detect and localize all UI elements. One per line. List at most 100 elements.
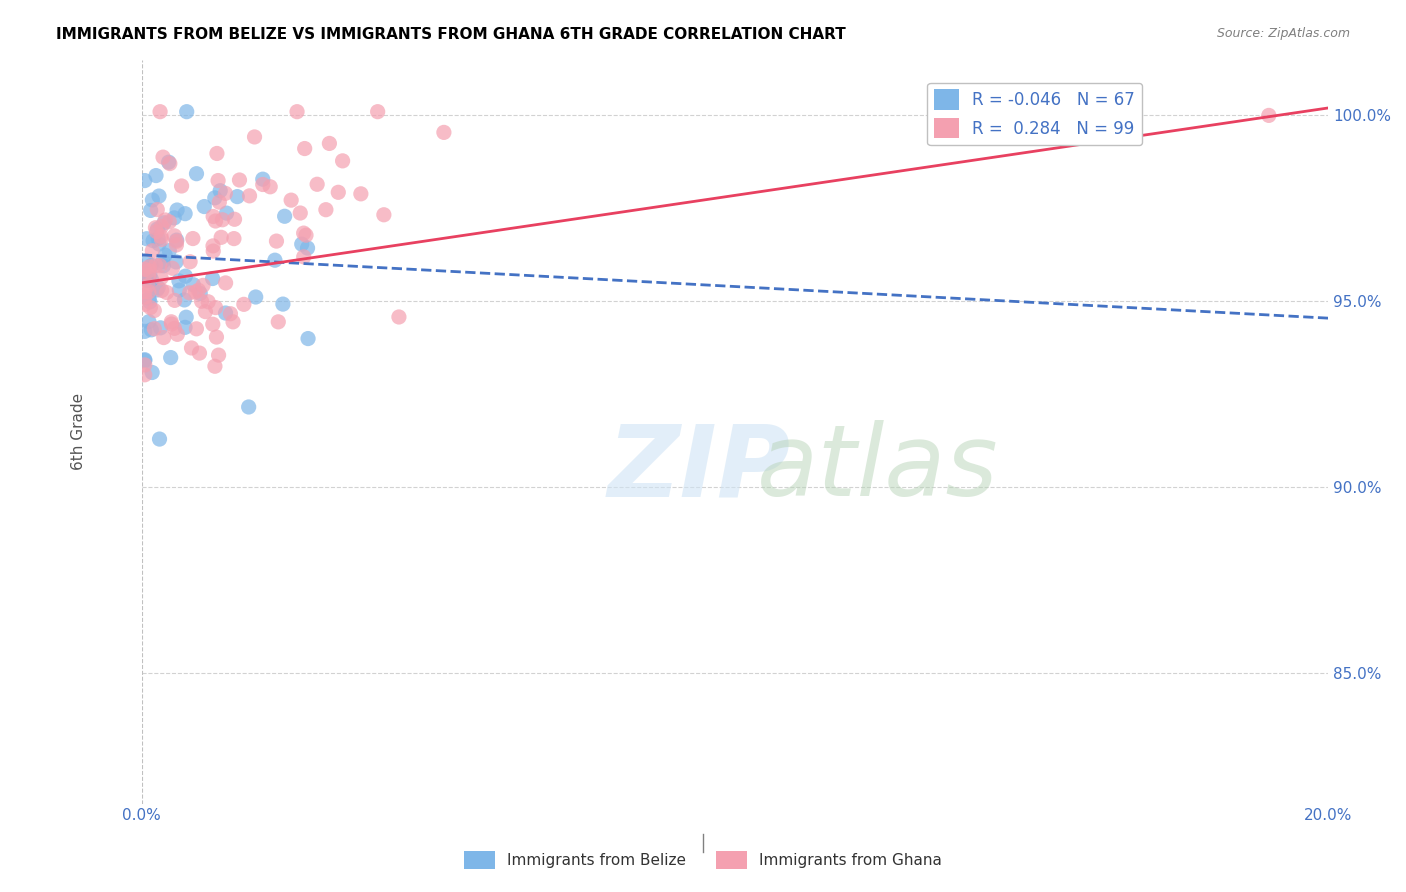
Point [388, 310, 411, 324]
Text: ZIP: ZIP [607, 420, 792, 517]
Point [350, 186, 373, 201]
Point [160, 317, 183, 331]
Point [266, 234, 288, 248]
Point [134, 297, 156, 311]
Point [148, 281, 170, 295]
Point [139, 267, 162, 281]
Point [139, 203, 162, 218]
Y-axis label: 6th Grade: 6th Grade [72, 393, 86, 470]
Point [174, 269, 197, 284]
Point [141, 259, 163, 273]
Point [184, 285, 207, 299]
Point [169, 283, 191, 297]
Point [332, 153, 354, 168]
Point [166, 327, 188, 342]
Point [328, 186, 350, 200]
Point [267, 315, 290, 329]
Point [222, 231, 245, 245]
Point [207, 173, 229, 187]
Point [134, 285, 156, 299]
Point [148, 432, 170, 446]
Point [209, 184, 232, 198]
Point [143, 303, 166, 318]
Point [160, 315, 183, 329]
Point [170, 178, 193, 193]
Point [207, 348, 229, 362]
Point [134, 267, 156, 281]
Point [173, 293, 195, 307]
Point [215, 206, 238, 220]
Point [271, 297, 294, 311]
Text: Source: ZipAtlas.com: Source: ZipAtlas.com [1216, 27, 1350, 40]
Point [226, 189, 249, 203]
Point [228, 173, 250, 187]
Point [292, 226, 315, 240]
Point [243, 130, 266, 145]
Point [135, 254, 157, 268]
Point [285, 104, 308, 119]
Point [141, 323, 163, 337]
Point [150, 232, 173, 246]
Point [157, 155, 180, 169]
Point [205, 330, 228, 344]
Point [141, 366, 163, 380]
Point [219, 307, 242, 321]
Point [292, 250, 315, 264]
Point [209, 230, 232, 244]
Point [201, 318, 224, 332]
Point [174, 320, 197, 334]
Point [181, 231, 204, 245]
Point [166, 202, 188, 217]
Point [204, 214, 226, 228]
Point [138, 260, 160, 274]
Point [149, 321, 172, 335]
Point [294, 142, 316, 156]
Point [202, 244, 225, 258]
Point [367, 104, 389, 119]
Point [153, 216, 176, 230]
Point [163, 321, 186, 335]
Point [297, 332, 319, 346]
Point [135, 232, 157, 246]
Point [307, 178, 329, 192]
Point [141, 273, 163, 287]
Point [138, 315, 160, 329]
Point [245, 290, 267, 304]
Point [145, 220, 167, 235]
Text: IMMIGRANTS FROM BELIZE VS IMMIGRANTS FROM GHANA 6TH GRADE CORRELATION CHART: IMMIGRANTS FROM BELIZE VS IMMIGRANTS FRO… [56, 27, 846, 42]
Point [188, 346, 211, 360]
Point [142, 234, 165, 248]
Point [318, 136, 340, 151]
Point [211, 212, 233, 227]
Point [201, 271, 224, 285]
Point [150, 219, 173, 234]
Point [146, 202, 169, 217]
Point [134, 368, 156, 382]
Point [204, 191, 226, 205]
Point [214, 186, 236, 201]
Point [134, 290, 156, 304]
Point [159, 156, 181, 170]
Point [194, 304, 217, 318]
Point [167, 274, 190, 288]
Point [139, 294, 162, 309]
Point [136, 274, 159, 288]
Point [291, 237, 314, 252]
Point [197, 294, 219, 309]
Point [162, 261, 184, 276]
Point [134, 173, 156, 187]
Point [159, 351, 181, 365]
Point [238, 400, 260, 414]
Point [1257, 108, 1279, 122]
Point [179, 285, 201, 300]
Point [222, 315, 245, 329]
Point [188, 286, 211, 301]
Point [252, 178, 274, 192]
Point [156, 285, 179, 300]
Point [163, 293, 186, 308]
Point [433, 125, 456, 139]
Point [273, 209, 295, 223]
Point [290, 206, 312, 220]
Point [174, 310, 197, 325]
Point [150, 284, 173, 298]
